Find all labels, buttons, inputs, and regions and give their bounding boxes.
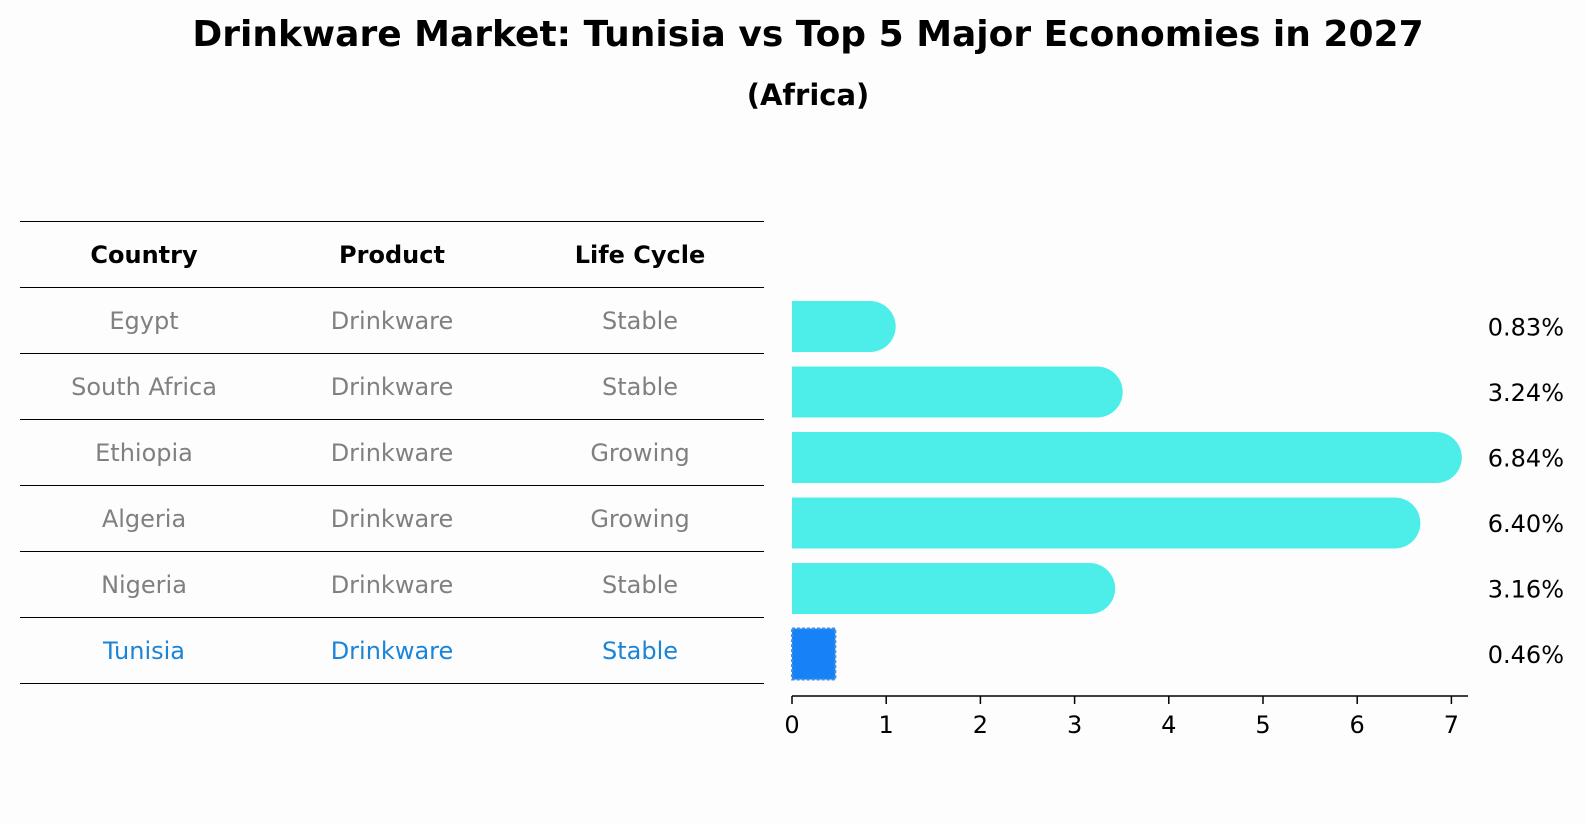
header-country: Country: [90, 240, 198, 269]
bar: [792, 497, 1421, 549]
cell-product: Drinkware: [330, 504, 454, 533]
cell-life-cycle: Stable: [601, 636, 679, 665]
table-row: Egypt Drinkware Stable: [20, 287, 764, 353]
header-life-cycle: Life Cycle: [574, 240, 706, 269]
cell-product: Drinkware: [330, 570, 454, 599]
chart-subtitle: (Africa): [746, 78, 870, 112]
x-tick-label: 5: [1255, 711, 1270, 739]
table-row: Algeria Drinkware Growing: [20, 485, 764, 551]
x-tick-label: 6: [1350, 711, 1365, 739]
x-tick-label: 7: [1444, 711, 1459, 739]
x-tick-label: 4: [1161, 711, 1176, 739]
bar-value-label: 3.16%: [1488, 576, 1564, 604]
x-tick-label: 2: [973, 711, 988, 739]
chart-title: Drinkware Market: Tunisia vs Top 5 Major…: [192, 14, 1424, 55]
cell-country: Nigeria: [101, 570, 187, 599]
cell-life-cycle: Stable: [601, 306, 679, 335]
cell-country: Tunisia: [103, 636, 185, 665]
bar-value-label: 0.83%: [1488, 314, 1564, 342]
x-tick-label: 1: [879, 711, 894, 739]
cell-life-cycle: Stable: [601, 570, 679, 599]
bar-value-label: 6.40%: [1488, 510, 1564, 538]
bar-value-label: 0.46%: [1488, 641, 1564, 669]
table-header-row: Country Product Life Cycle: [20, 221, 764, 287]
x-tick-label: 0: [784, 711, 799, 739]
cell-country: Egypt: [109, 306, 179, 335]
cell-life-cycle: Stable: [601, 372, 679, 401]
bar-value-label: 3.24%: [1488, 379, 1564, 407]
cell-country: Algeria: [101, 504, 187, 533]
cell-life-cycle: Growing: [590, 438, 690, 467]
bar: [792, 563, 1116, 614]
data-table: Country Product Life Cycle Egypt Drinkwa…: [20, 221, 764, 684]
x-tick-label: 3: [1067, 711, 1082, 739]
bar: [792, 366, 1123, 418]
bar-highlighted: [791, 627, 837, 681]
cell-product: Drinkware: [330, 372, 454, 401]
bar: [792, 301, 896, 352]
bar-value-label: 6.84%: [1488, 445, 1564, 473]
table-row: South Africa Drinkware Stable: [20, 353, 764, 419]
table-row: Ethiopia Drinkware Growing: [20, 419, 764, 485]
cell-product: Drinkware: [330, 636, 454, 665]
cell-product: Drinkware: [330, 438, 454, 467]
bar: [792, 432, 1462, 483]
table-row-highlighted: Tunisia Drinkware Stable: [20, 617, 764, 684]
cell-country: Ethiopia: [95, 438, 193, 467]
header-product: Product: [339, 240, 445, 269]
cell-country: South Africa: [71, 372, 217, 401]
cell-product: Drinkware: [330, 306, 454, 335]
cell-life-cycle: Growing: [590, 504, 690, 533]
table-row: Nigeria Drinkware Stable: [20, 551, 764, 617]
